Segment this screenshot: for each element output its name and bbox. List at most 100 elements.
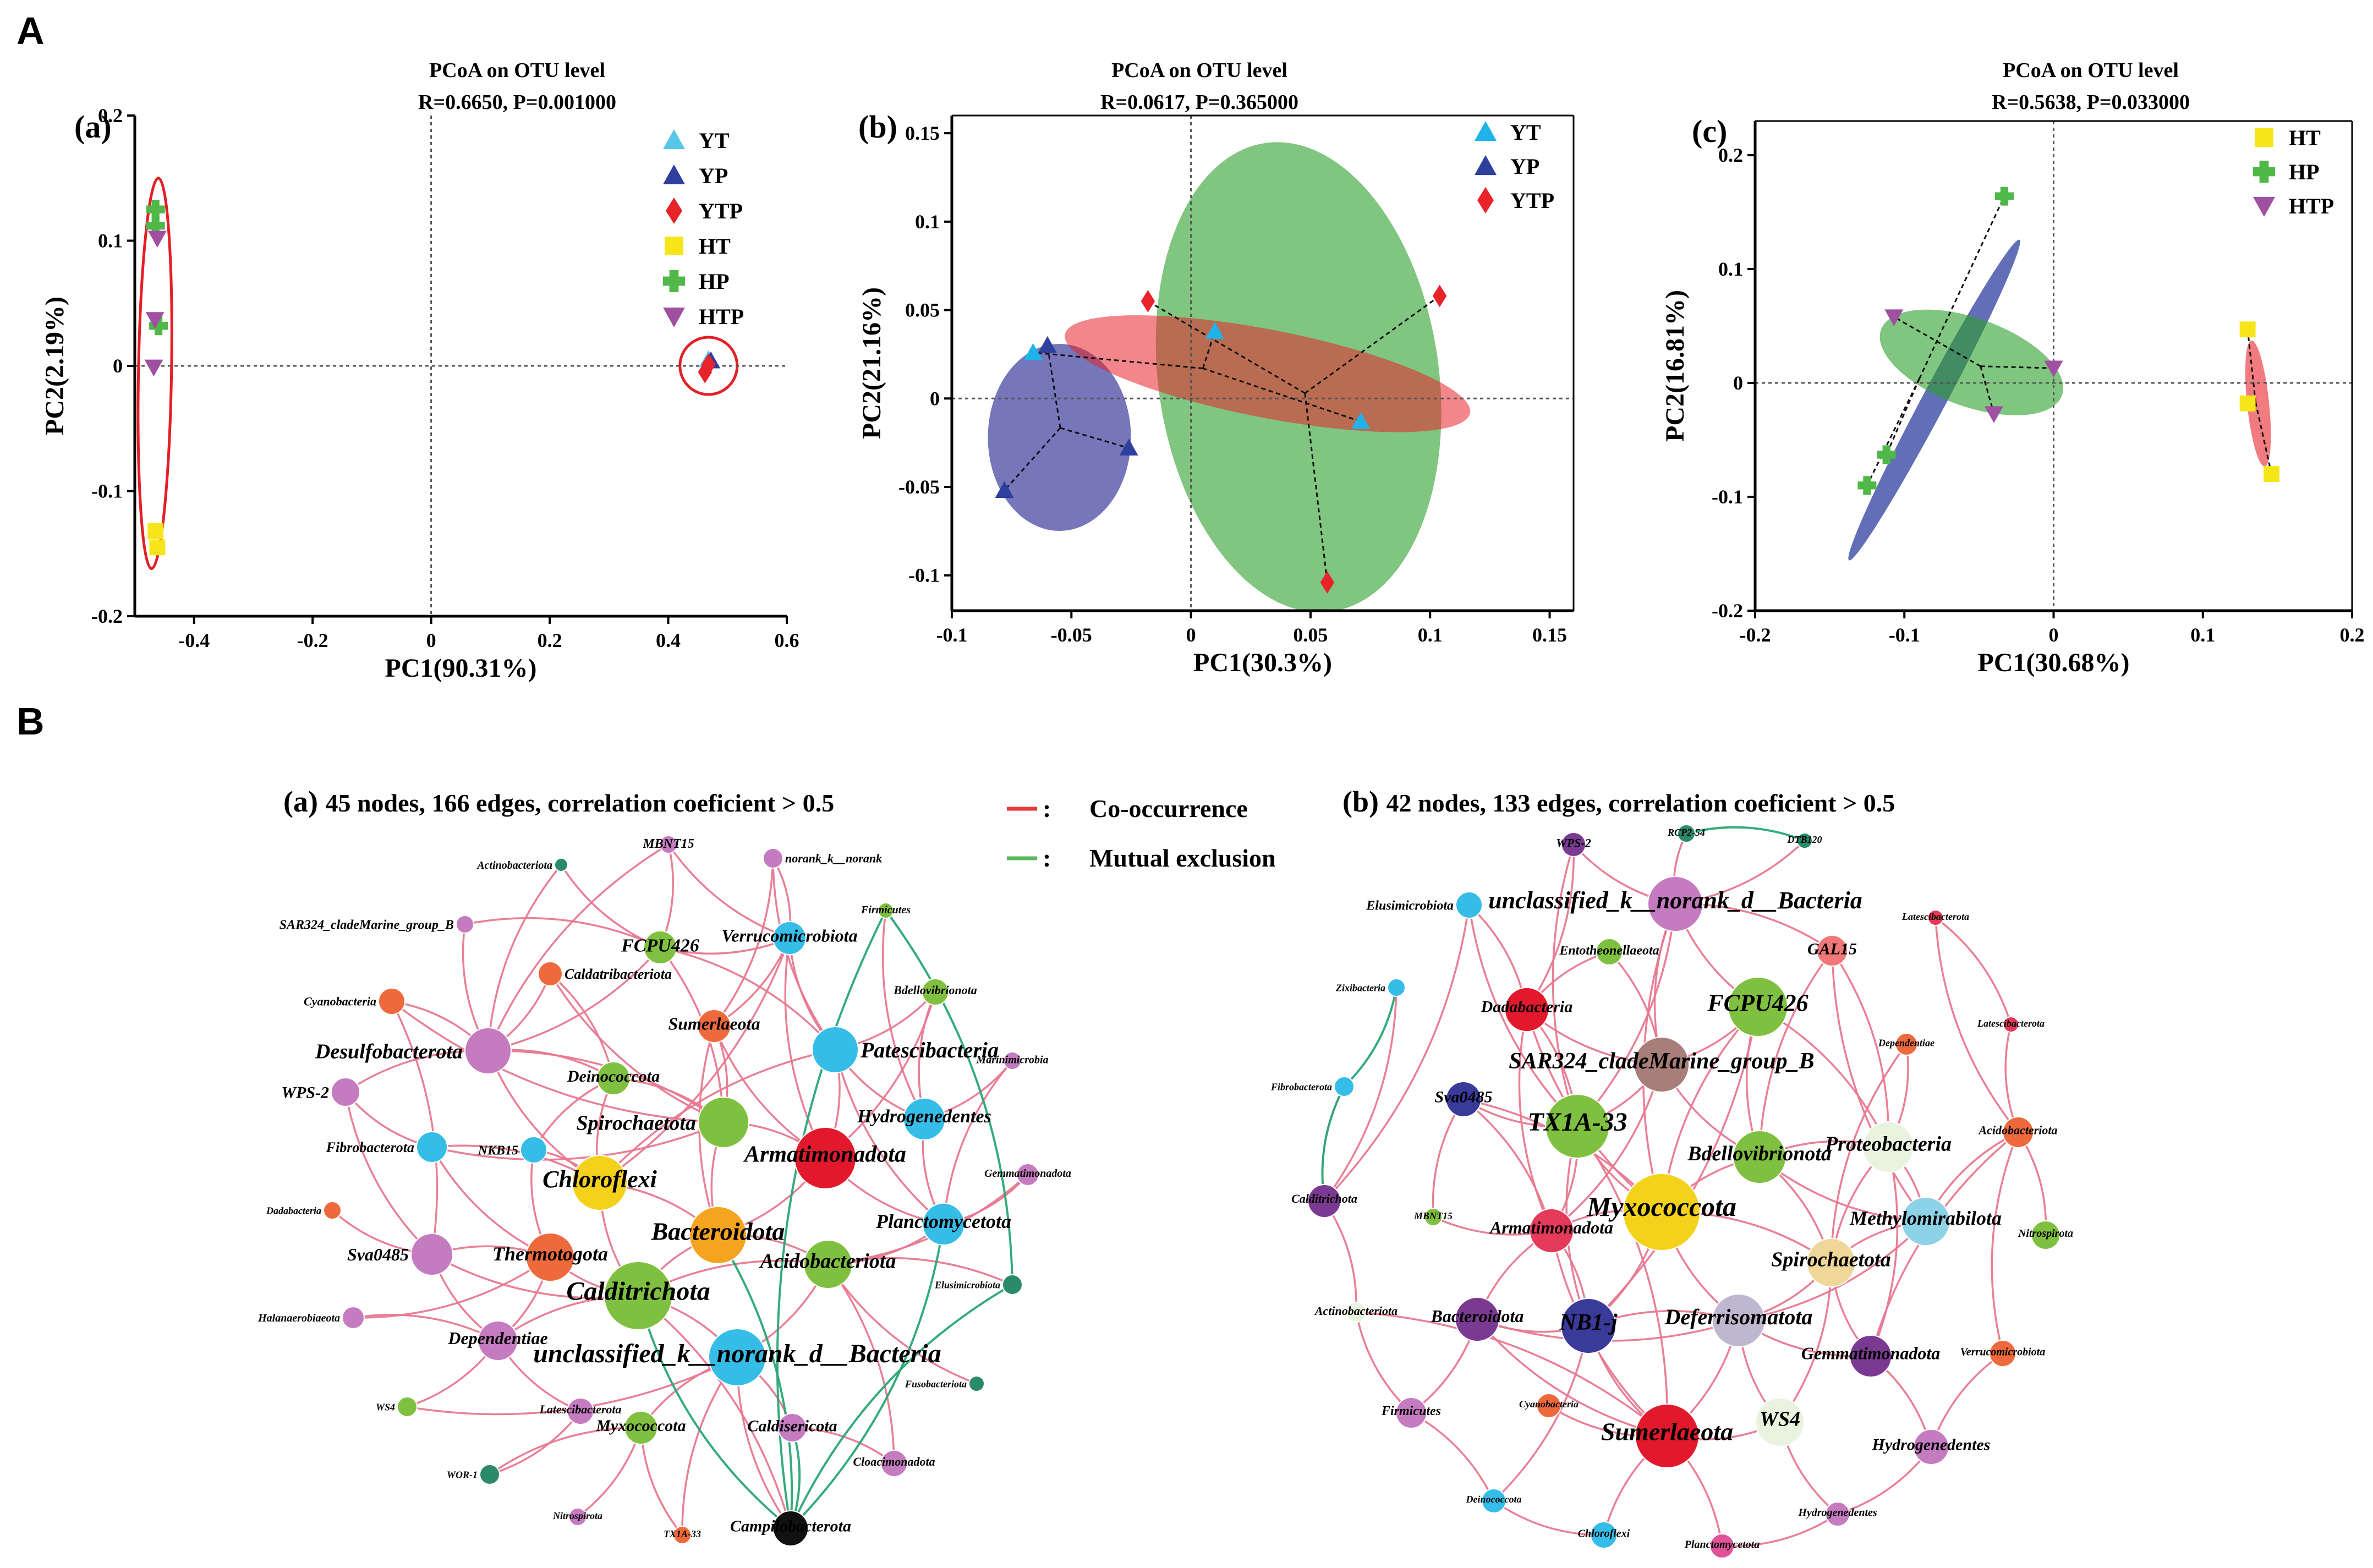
data-point-htp <box>144 359 163 377</box>
mutual-exclusion-edge <box>637 1295 792 1529</box>
node-thermotogota <box>525 1232 575 1282</box>
co-occurrence-edge <box>1934 917 2012 1025</box>
node-firmicutes <box>1395 1397 1427 1429</box>
node-fibrobacterota <box>1334 1076 1355 1097</box>
co-occurrence-edge <box>391 1001 439 1255</box>
x-tick-label: -0.4 <box>178 629 210 651</box>
chart-title: PCoA on OTU level <box>429 59 605 82</box>
node-label: Deinococcota <box>567 1067 660 1085</box>
node-label: Caldatribacteriota <box>565 966 672 982</box>
node-label: MBNT15 <box>1413 1210 1453 1221</box>
node-latescibacterota <box>1927 909 1944 926</box>
co-occurrence-edge <box>1356 1311 1668 1437</box>
x-axis-label: PC1(30.3%) <box>1193 648 1332 677</box>
node-tx1a-33 <box>1545 1094 1610 1159</box>
co-occurrence-edge <box>1831 950 1890 1148</box>
legend-marker-ht <box>665 237 683 255</box>
legend-marker-hp <box>663 270 685 292</box>
panel-b-letter: B <box>17 700 45 743</box>
node-label: Latescibacterota <box>1901 911 1969 922</box>
co-occurrence-edge <box>881 910 925 1120</box>
node-label: Gemmatimonadota <box>1801 1344 1940 1363</box>
node-cloacimonadota <box>880 1450 908 1477</box>
mutual-exclusion-edge <box>790 1224 945 1529</box>
node-fcpu426 <box>1728 977 1788 1037</box>
node-wps-2 <box>331 1077 360 1107</box>
node-label: Cyanobacteria <box>1519 1399 1579 1410</box>
node-label: Actinobacteriota <box>1314 1304 1398 1318</box>
node-label: Fibrobacterota <box>326 1139 414 1155</box>
y-tick-label: 0 <box>113 355 123 377</box>
co-occurrence-edge <box>713 858 774 1027</box>
data-point-hp <box>146 216 165 235</box>
node-deinococcota <box>1481 1488 1506 1514</box>
co-occurrence-edge <box>637 1295 792 1529</box>
node-verrucomicrobiota <box>1989 1340 2016 1367</box>
data-point-htp <box>1884 309 1904 326</box>
node-wor-1 <box>479 1464 500 1485</box>
co-occurrence-edge <box>353 1256 551 1319</box>
centroid-link <box>1060 427 1130 449</box>
co-occurrence-edge <box>487 946 661 1052</box>
data-point-ytp <box>702 353 716 376</box>
y-tick-label: 0.2 <box>98 105 123 127</box>
node-label: norank_k__norank <box>785 852 882 865</box>
node-label: Chloroflexi <box>1578 1527 1630 1539</box>
centroid-link <box>1304 393 1328 583</box>
node-gemmatimonadota <box>1016 1163 1039 1186</box>
node-hydrogenedentes <box>1913 1429 1949 1465</box>
data-point-hp <box>146 200 165 219</box>
network-title-text: 42 nodes, 133 edges, correlation coefici… <box>1386 789 1895 817</box>
co-occurrence-edge <box>1323 904 1470 1202</box>
node-sumerlaeota <box>1635 1403 1700 1468</box>
pcoa-chart-c: (c) PCoA on OTU level R=0.5638, P=0.033000… <box>1660 59 2365 677</box>
legend-label-ytp: YTP <box>699 199 743 223</box>
node-bacteroidota <box>689 1206 747 1264</box>
y-tick-label: -0.1 <box>908 564 940 586</box>
node-label: Dependentiae <box>1878 1037 1934 1048</box>
data-point-hp <box>1877 445 1896 464</box>
node-methylomirabilota <box>1901 1197 1950 1246</box>
x-tick-label: 0.4 <box>656 629 681 651</box>
node-label: Fibrobacterota <box>1270 1081 1332 1092</box>
mutual-exclusion-edge <box>1686 826 1805 842</box>
node-label: Hydrogenedentes <box>1797 1507 1877 1519</box>
node-label: DTB120 <box>1787 834 1822 845</box>
node-planctomycetota <box>922 1203 965 1246</box>
data-point-ht <box>149 539 166 556</box>
legend-marker-htp <box>2253 197 2275 217</box>
co-occurrence-edge <box>1831 950 1927 1222</box>
data-point-hp <box>149 316 168 336</box>
node-label: WS4 <box>1760 1408 1800 1431</box>
y-tick-label: -0.05 <box>898 476 940 498</box>
node-label: Elusimicrobiota <box>1366 898 1454 913</box>
x-tick-label: 0.1 <box>2190 624 2215 646</box>
group-ellipse-H <box>136 177 173 571</box>
node-label: Entotheonellaeota <box>1559 944 1659 958</box>
data-point-htp <box>145 312 165 329</box>
node-label: Acidobacteriota <box>1978 1123 2058 1137</box>
legend-label-ht: HT <box>699 234 731 259</box>
co-occurrence-edge <box>1830 1043 1908 1263</box>
data-point-yt <box>1205 322 1225 339</box>
node-label: FCPU426 <box>621 935 699 956</box>
node-spirochaetota <box>1806 1238 1856 1287</box>
node-hydrogenedentes <box>903 1098 946 1141</box>
node-label: Elusimicrobiota <box>934 1279 1000 1290</box>
co-occurrence-edge <box>640 1427 683 1536</box>
node-chloroflexi <box>1590 1521 1618 1549</box>
node-label: Cloacimonadota <box>853 1455 935 1468</box>
node-norank-k-norank <box>763 848 783 869</box>
legend-marker-ytp <box>1477 187 1494 213</box>
y-tick-label: 0.2 <box>1718 144 1743 166</box>
co-occurrence-edge <box>1411 1412 1495 1501</box>
y-tick-label: 0.05 <box>905 299 940 321</box>
data-point-ytp <box>1432 284 1447 308</box>
node-label: Calditrichota <box>566 1277 710 1306</box>
node-label: Dadabacteria <box>1481 998 1573 1016</box>
co-occurrence-edge <box>489 1410 582 1476</box>
node-label: Acidobacteriota <box>759 1250 896 1273</box>
node-label: Dependentiae <box>447 1328 547 1348</box>
y-tick-label: 0 <box>930 387 940 409</box>
y-axis-label: PC2(2.19%) <box>40 297 69 435</box>
